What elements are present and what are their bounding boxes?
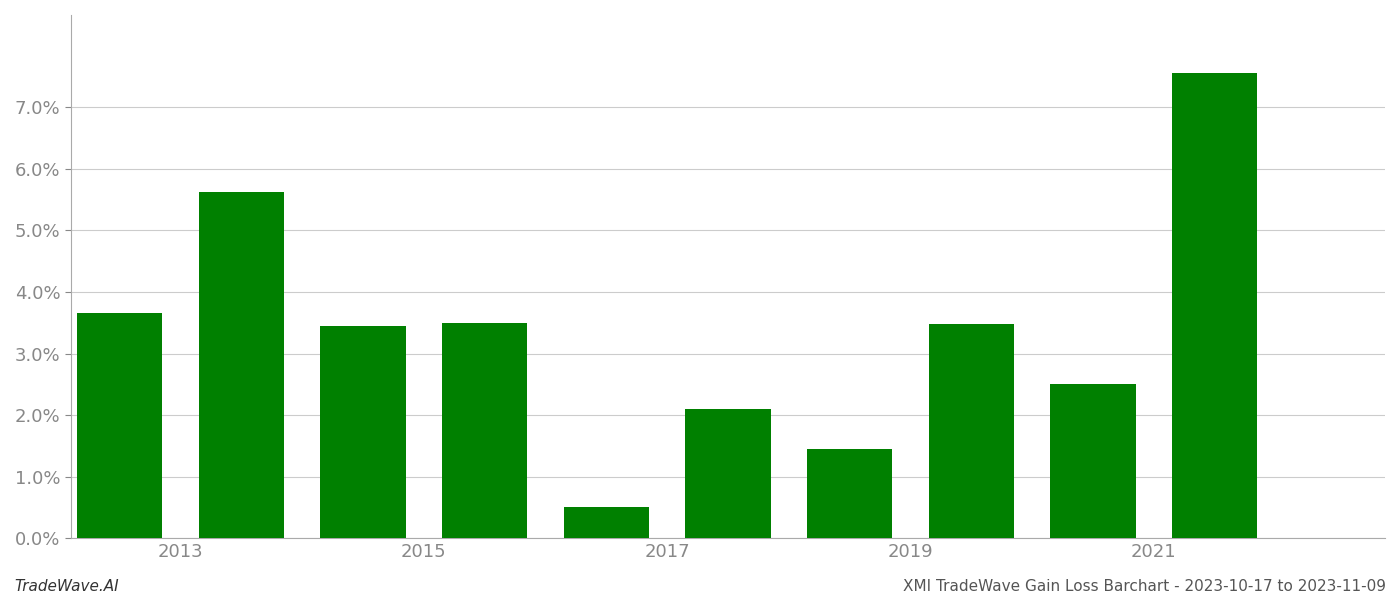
- Bar: [1050, 384, 1135, 538]
- Bar: [321, 326, 406, 538]
- Bar: [1172, 73, 1257, 538]
- Bar: [442, 323, 528, 538]
- Text: TradeWave.AI: TradeWave.AI: [14, 579, 119, 594]
- Text: XMI TradeWave Gain Loss Barchart - 2023-10-17 to 2023-11-09: XMI TradeWave Gain Loss Barchart - 2023-…: [903, 579, 1386, 594]
- Bar: [564, 508, 650, 538]
- Bar: [77, 313, 162, 538]
- Bar: [686, 409, 770, 538]
- Bar: [199, 191, 284, 538]
- Bar: [928, 324, 1014, 538]
- Bar: [808, 449, 892, 538]
